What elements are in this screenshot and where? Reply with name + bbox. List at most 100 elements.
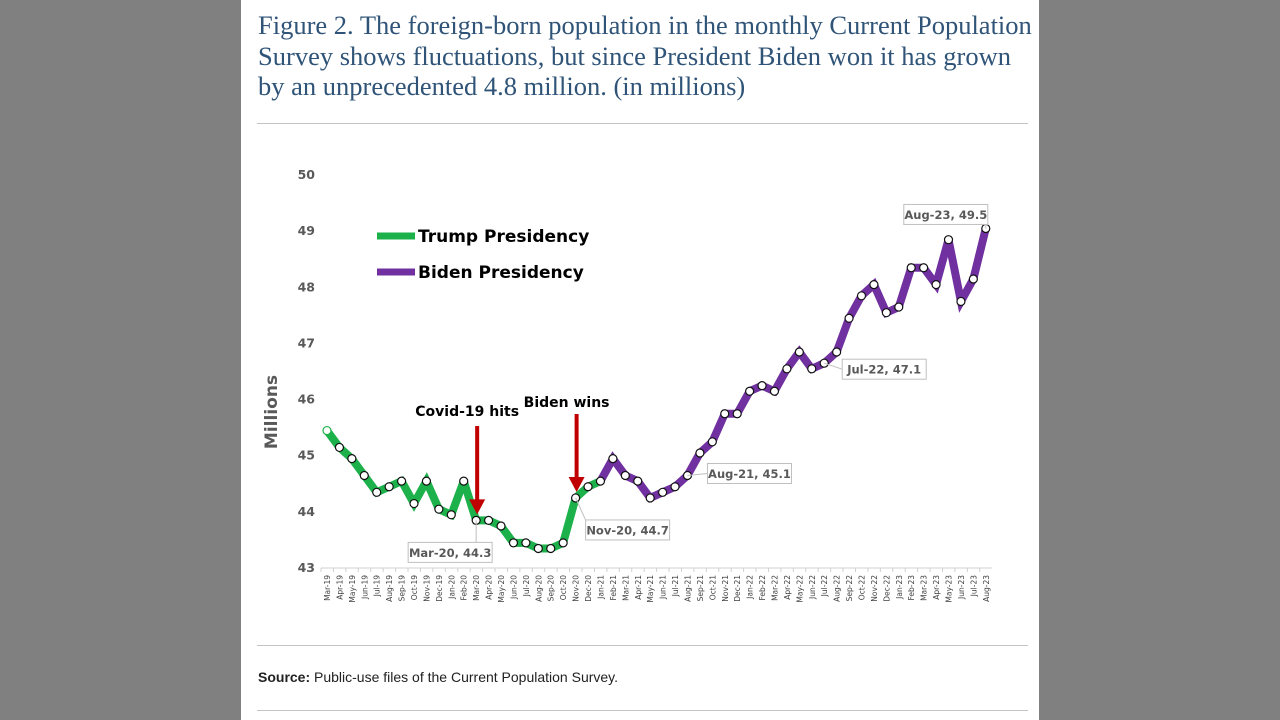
x-tick-label: Sep-19 — [398, 575, 407, 602]
y-axis: 43 44 45 46 47 48 49 50 — [298, 167, 316, 575]
data-point — [396, 476, 407, 486]
x-tick-label: May-22 — [795, 575, 804, 603]
x-tick-label: Nov-22 — [870, 575, 879, 602]
x-axis: Mar-19 Apr-19 May-19 Jun-19 Jul-19 Aug-19 Sep-… — [320, 567, 992, 603]
figure-title: Figure 2. The foreign-born population in… — [258, 10, 1032, 101]
y-tick-label: 46 — [298, 392, 316, 407]
x-tick-label: Nov-20 — [572, 575, 581, 602]
data-point — [595, 476, 606, 486]
x-tick-label: Jul-21 — [671, 575, 680, 598]
data-point — [670, 482, 680, 492]
x-tick-label: Aug-23 — [982, 575, 991, 602]
data-point — [633, 476, 643, 486]
data-point — [384, 482, 394, 492]
x-tick-label: Jul-20 — [522, 575, 531, 598]
data-point — [347, 454, 357, 464]
data-point — [881, 308, 891, 318]
x-tick-label: Apr-19 — [335, 575, 344, 600]
source-note: Source: Public-use files of the Current … — [258, 669, 618, 685]
data-label: Mar-20, 44.3 — [409, 546, 491, 560]
y-tick-label: 44 — [298, 504, 316, 519]
y-tick-label: 48 — [298, 279, 315, 294]
data-point — [732, 409, 742, 419]
data-point — [943, 235, 954, 245]
annotation-arrow-head — [568, 476, 585, 492]
data-point — [720, 409, 730, 419]
x-tick-label: Aug-19 — [385, 575, 394, 602]
x-tick-label: Dec-20 — [584, 575, 593, 602]
x-tick-label: Jun-22 — [808, 575, 817, 600]
x-tick-label: Nov-19 — [422, 575, 431, 602]
x-tick-label: Jan-22 — [746, 575, 755, 600]
x-tick-label: Aug-20 — [534, 575, 543, 602]
x-tick-label: Apr-20 — [485, 575, 494, 600]
data-point — [434, 504, 444, 514]
x-tick-label: Sep-20 — [547, 575, 556, 602]
y-tick-label: 49 — [298, 223, 315, 238]
x-tick-label: May-23 — [945, 575, 954, 603]
x-tick-label: May-21 — [646, 575, 655, 603]
x-tick-label: Jan-21 — [596, 575, 605, 600]
x-tick-label: Mar-22 — [770, 575, 779, 601]
x-tick-label: Aug-22 — [833, 575, 842, 602]
source-divider-bottom — [257, 710, 1028, 711]
x-tick-label: Mar-19 — [323, 575, 332, 601]
x-tick-label: Jun-23 — [957, 575, 966, 600]
x-tick-label: Oct-21 — [708, 575, 717, 600]
callout-leader — [575, 497, 587, 521]
data-point — [807, 364, 817, 374]
source-divider-top — [257, 645, 1028, 646]
x-tick-label: Jun-20 — [509, 575, 518, 600]
data-point — [459, 476, 469, 486]
x-tick-label: Mar-20 — [472, 575, 481, 601]
data-point — [521, 538, 531, 548]
x-tick-label: Apr-23 — [932, 575, 941, 600]
annotation-arrow-head — [469, 499, 486, 515]
x-tick-label: Aug-21 — [683, 575, 692, 602]
data-point — [421, 476, 432, 486]
data-point — [968, 274, 978, 284]
data-point — [794, 347, 804, 357]
data-point — [359, 470, 369, 481]
data-label: Jul-22, 47.1 — [846, 363, 921, 377]
data-point — [931, 280, 941, 290]
annotation-label: Biden wins — [524, 395, 610, 411]
data-point — [658, 487, 668, 497]
data-label: Aug-21, 45.1 — [708, 467, 791, 481]
data-points — [322, 223, 991, 554]
callout-box — [903, 203, 989, 225]
data-point — [769, 386, 780, 396]
x-tick-label: Feb-22 — [758, 575, 767, 601]
data-point — [372, 487, 382, 497]
callout-leader — [687, 472, 708, 476]
title-divider — [257, 123, 1028, 124]
source-label: Source: — [258, 669, 311, 685]
y-tick-label: 45 — [298, 448, 315, 463]
legend-label: Biden Presidency — [418, 263, 584, 283]
y-tick-label: 43 — [298, 560, 315, 575]
data-point — [832, 347, 842, 357]
data-point — [583, 482, 593, 492]
data-point — [508, 538, 519, 548]
data-point — [620, 470, 630, 481]
data-point — [707, 437, 717, 447]
data-point — [645, 493, 655, 503]
x-tick-label: Jun-19 — [360, 575, 369, 600]
data-point — [558, 538, 568, 548]
callout-box — [706, 462, 792, 484]
data-point — [919, 263, 929, 273]
data-point — [956, 296, 966, 307]
x-tick-label: Feb-23 — [907, 575, 916, 601]
x-tick-label: Jan-23 — [895, 575, 904, 600]
x-tick-label: Apr-22 — [783, 575, 792, 600]
data-point — [446, 510, 456, 520]
data-point — [869, 280, 879, 290]
data-point — [757, 381, 767, 391]
y-tick-label: 47 — [298, 335, 315, 350]
data-label: Aug-23, 49.5 — [904, 208, 987, 222]
data-point — [546, 543, 556, 554]
data-point — [695, 448, 705, 458]
callout-box — [407, 541, 493, 563]
x-tick-label: Sep-21 — [696, 575, 705, 602]
x-tick-label: Jul-19 — [373, 575, 382, 598]
